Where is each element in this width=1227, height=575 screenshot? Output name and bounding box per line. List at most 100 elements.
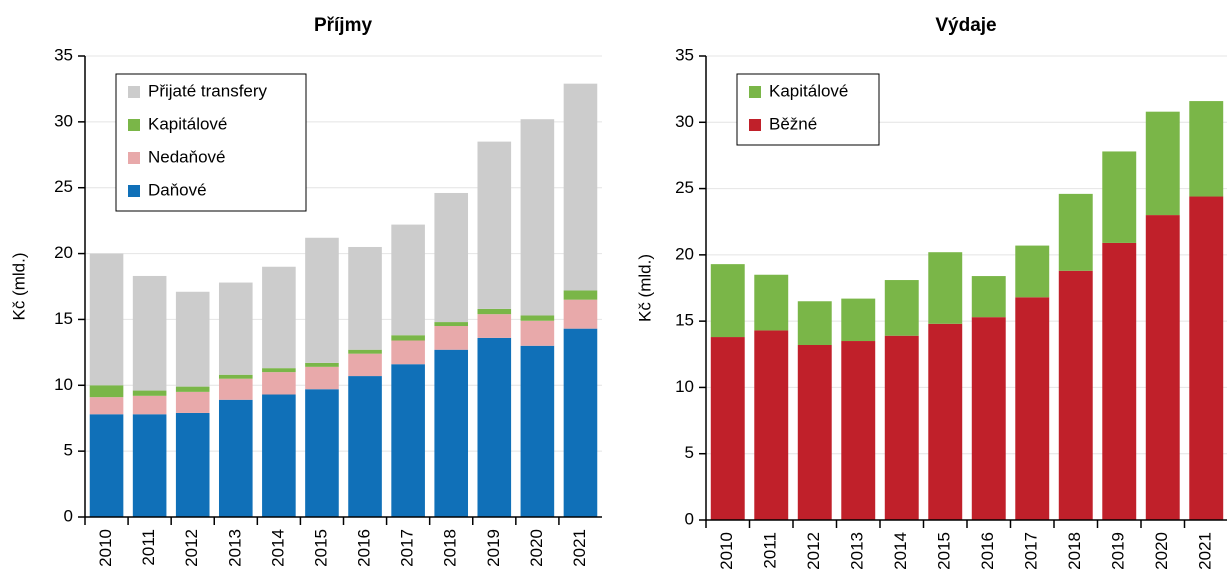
bar-segment (175, 291, 210, 387)
legend-label: Běžné (769, 114, 817, 133)
x-tick-label: 2021 (570, 529, 589, 567)
bar-segment (89, 385, 124, 398)
bar-segment (305, 366, 339, 390)
x-tick-label: 2010 (717, 532, 736, 570)
x-tick-label: 2017 (398, 529, 417, 567)
bar-segment (89, 414, 124, 517)
bar-segment (1102, 242, 1137, 520)
bar-segment (434, 192, 469, 323)
bar-segment (434, 322, 469, 327)
bar-segment (348, 246, 382, 350)
bar-segment (520, 345, 555, 517)
legend-swatch (128, 152, 140, 164)
x-tick-label: 2020 (1152, 532, 1171, 570)
legend-label: Kapitálové (769, 81, 848, 100)
x-tick-label: 2013 (848, 532, 867, 570)
bar-segment (175, 386, 210, 392)
x-tick-label: 2011 (761, 532, 780, 569)
bar-segment (1189, 196, 1224, 521)
bar-segment (928, 323, 963, 520)
bar-segment (391, 340, 425, 365)
legend: Přijaté transfery Kapitálové Nedaňové Daňov… (115, 73, 307, 212)
bar-segment (175, 391, 210, 413)
x-tick-label: 2015 (311, 529, 330, 567)
bar-segment (305, 237, 339, 363)
legend-label: Přijaté transfery (148, 81, 268, 100)
bar-segment (520, 320, 555, 346)
bar-segment (1015, 297, 1050, 520)
y-tick-label: 15 (675, 311, 694, 330)
y-axis-label: Kč (mld.) (9, 253, 28, 321)
bar-segment (434, 326, 469, 350)
legend-label: Daňové (148, 180, 207, 199)
y-tick-label: 5 (685, 443, 694, 462)
bar-segment (1058, 270, 1093, 520)
x-tick-label: 2021 (1196, 532, 1215, 570)
bar-segment (132, 275, 167, 391)
bar-segment (218, 378, 253, 400)
bar-segment (563, 328, 598, 517)
legend-swatch (749, 86, 761, 98)
y-tick-label: 5 (64, 441, 73, 460)
bar-segment (218, 374, 253, 379)
legend: Kapitálové Běžné (736, 73, 880, 146)
bar-segment (797, 345, 832, 520)
bar-segment (520, 119, 555, 316)
bar-segment (884, 280, 919, 336)
bar-segment (928, 252, 963, 324)
bar-segment (305, 389, 339, 517)
bar-segment (710, 337, 745, 520)
bar-segment (132, 390, 167, 396)
bar-segment (841, 298, 876, 342)
legend-swatch (749, 119, 761, 131)
bar-segment (563, 299, 598, 329)
y-tick-label: 0 (685, 509, 694, 528)
bar-segment (477, 141, 512, 309)
bar-segment (391, 364, 425, 517)
x-tick-label: 2012 (804, 532, 823, 570)
bar-segment (348, 376, 382, 517)
x-tick-label: 2011 (139, 529, 158, 566)
x-tick-label: 2019 (1109, 532, 1128, 570)
legend-box (115, 73, 307, 212)
bar-segment (841, 341, 876, 520)
legend-box (736, 73, 880, 146)
x-tick-label: 2016 (978, 532, 997, 570)
bar-segment (797, 301, 832, 346)
bar-segment (262, 266, 296, 369)
y-tick-label: 35 (54, 45, 73, 64)
x-tick-label: 2016 (355, 529, 374, 567)
x-tick-label: 2017 (1022, 532, 1041, 570)
y-tick-label: 10 (54, 375, 73, 394)
bar-segment (262, 368, 296, 373)
y-axis-label: Kč (mld.) (635, 254, 654, 322)
bar-segment (262, 372, 296, 395)
bar-segment (218, 282, 253, 375)
bar-segment (1145, 111, 1180, 216)
bar-segment (1102, 151, 1137, 243)
bar-segment (348, 349, 382, 354)
bar-segment (477, 337, 512, 517)
legend-label: Nedaňové (148, 147, 226, 166)
x-tick-label: 2019 (484, 529, 503, 567)
chart-title: Výdaje (935, 15, 996, 36)
bar-segment (1145, 215, 1180, 521)
legend-swatch (128, 119, 140, 131)
bar-segment (434, 349, 469, 517)
x-tick-label: 2015 (935, 532, 954, 570)
legend-label: Kapitálové (148, 114, 227, 133)
legend-swatch (128, 86, 140, 98)
bar-segment (477, 314, 512, 338)
y-tick-label: 25 (54, 177, 73, 196)
x-tick-label: 2014 (891, 532, 910, 570)
bar-segment (218, 399, 253, 517)
x-tick-label: 2018 (1065, 532, 1084, 570)
y-tick-label: 20 (675, 244, 694, 263)
bar-segment (754, 330, 789, 520)
x-tick-label: 2014 (268, 529, 287, 567)
x-tick-label: 2020 (527, 529, 546, 567)
bar-segment (1189, 101, 1224, 197)
y-tick-label: 10 (675, 377, 694, 396)
bar-segment (477, 308, 512, 315)
legend-swatch (128, 185, 140, 197)
